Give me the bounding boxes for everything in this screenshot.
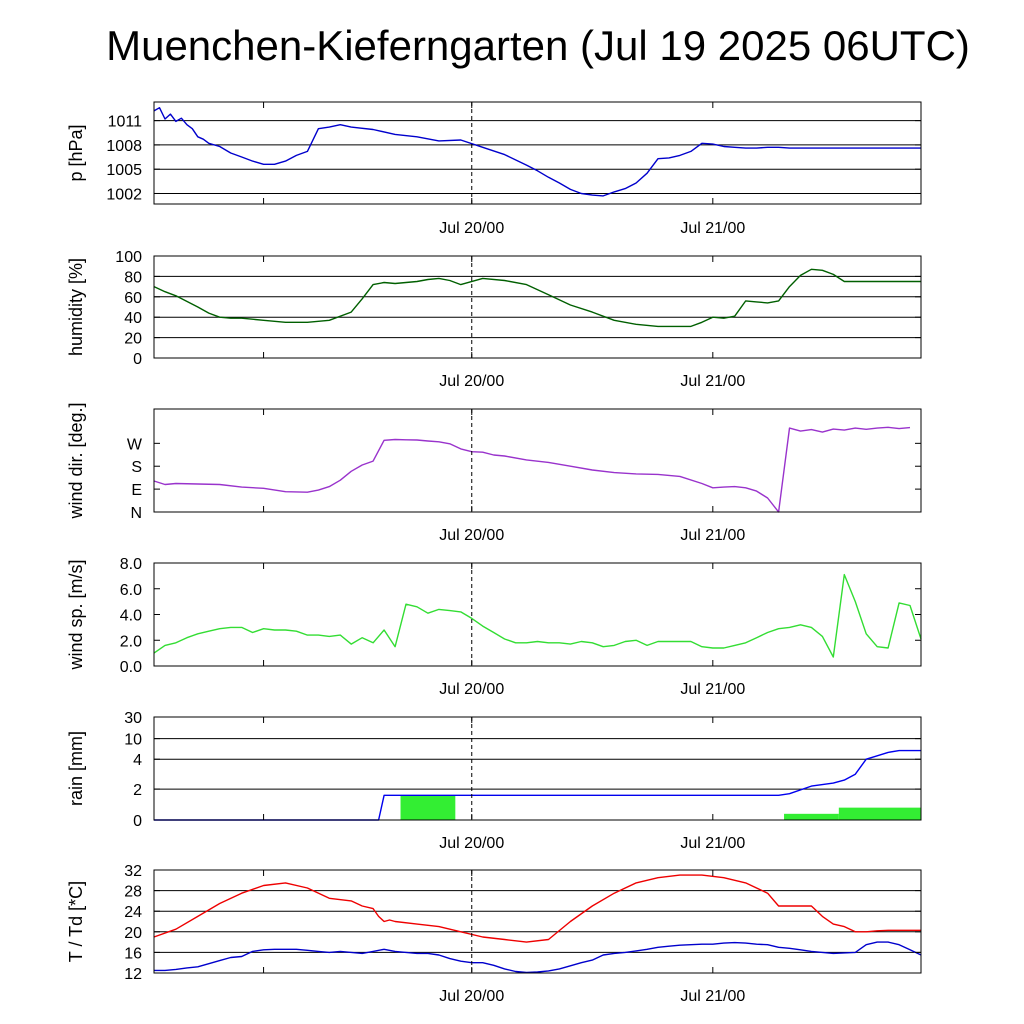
x-tick-label: Jul 21/00 (680, 835, 745, 852)
x-tick-label: Jul 21/00 (680, 527, 745, 544)
y-tick-label: 40 (124, 310, 142, 327)
x-tick-label: Jul 20/00 (439, 527, 504, 544)
panel-temperature: 12 16 20 24 28 32 Jul 20/00 Jul 21/00 T / Td [*C… (66, 863, 922, 1005)
y-tick-label: 32 (124, 863, 142, 880)
pressure-series-line (153, 106, 921, 197)
page-title: Muenchen-Kieferngarten (Jul 19 2025 06UT… (106, 22, 970, 69)
y-tick-label: 12 (124, 966, 142, 983)
y-tick-label: 60 (124, 290, 142, 307)
wind-speed-series-line (153, 573, 922, 658)
panel-humidity: 0 20 40 60 80 100 Jul 20/00 Jul 21/00 humidity [… (66, 249, 922, 390)
y-tick-label: 1008 (106, 138, 142, 155)
x-tick-label: Jul 21/00 (680, 373, 745, 390)
y-tick-label: 80 (124, 269, 142, 286)
x-tick-label: Jul 21/00 (680, 681, 745, 698)
y-tick-label: 0.0 (120, 659, 142, 676)
x-tick-label: Jul 21/00 (680, 988, 745, 1005)
panel-rain: 0 2 4 10 30 Jul 20/00 Jul 21/00 rain [mm] (66, 710, 922, 852)
y-tick-label: 0 (133, 351, 142, 368)
y-tick-label: E (131, 482, 142, 499)
panel-wind-speed: 0.0 2.0 4.0 6.0 8.0 Jul 20/00 Jul 21/00 wind sp… (66, 556, 922, 698)
x-tick-label: Jul 20/00 (439, 681, 504, 698)
y-axis-title: wind dir. [deg.] (66, 402, 86, 519)
y-tick-label: 2 (133, 782, 142, 799)
rain-bar (838, 807, 921, 820)
panel-pressure: 1002 1005 1008 1011 Jul 20/00 Jul 21/00 p [hPa… (66, 101, 922, 237)
y-tick-label: 4.0 (120, 608, 142, 625)
y-tick-label: 2.0 (120, 633, 142, 650)
y-tick-label: S (131, 459, 142, 476)
wind-direction-series-line (153, 426, 911, 513)
x-tick-label: Jul 20/00 (439, 988, 504, 1005)
temperature-series-line (153, 874, 921, 943)
y-tick-label: 20 (124, 331, 142, 348)
rain-bar (784, 813, 839, 820)
y-tick-label: 1011 (108, 114, 143, 131)
y-tick-label: N (130, 505, 142, 522)
rain-bar (400, 795, 456, 820)
y-tick-label: 16 (124, 945, 142, 962)
y-tick-label: 4 (133, 752, 142, 769)
x-tick-label: Jul 20/00 (439, 373, 504, 390)
y-tick-label: 6.0 (120, 582, 142, 599)
x-tick-label: Jul 20/00 (439, 835, 504, 852)
y-axis-title: wind sp. [m/s] (66, 559, 86, 670)
y-tick-label: 1005 (106, 162, 142, 179)
panel-frame (153, 716, 922, 821)
y-tick-label: 8.0 (120, 556, 142, 573)
y-axis-title: rain [mm] (66, 731, 86, 806)
y-tick-label: 20 (124, 925, 142, 942)
y-axis-title: T / Td [*C] (66, 881, 86, 962)
panel-frame (153, 255, 922, 359)
y-tick-label: 100 (115, 249, 142, 266)
panel-frame (153, 869, 922, 974)
temperature-series-line (154, 941, 922, 974)
x-tick-label: Jul 20/00 (439, 220, 504, 237)
y-tick-label: 28 (124, 884, 142, 901)
y-tick-label: W (127, 436, 143, 453)
y-tick-label: 0 (133, 813, 142, 830)
y-axis-title: p [hPa] (66, 124, 86, 181)
y-tick-label: 1002 (106, 186, 142, 203)
panel-frame (153, 562, 922, 667)
humidity-series-line (153, 268, 921, 328)
panel-frame (153, 408, 922, 513)
y-tick-label: 10 (124, 732, 142, 749)
y-axis-title: humidity [%] (66, 258, 86, 356)
y-tick-label: 30 (124, 710, 142, 727)
rain-series-line (154, 749, 921, 821)
x-tick-label: Jul 21/00 (680, 220, 745, 237)
y-tick-label: 24 (124, 904, 142, 921)
panel-frame (153, 101, 922, 205)
